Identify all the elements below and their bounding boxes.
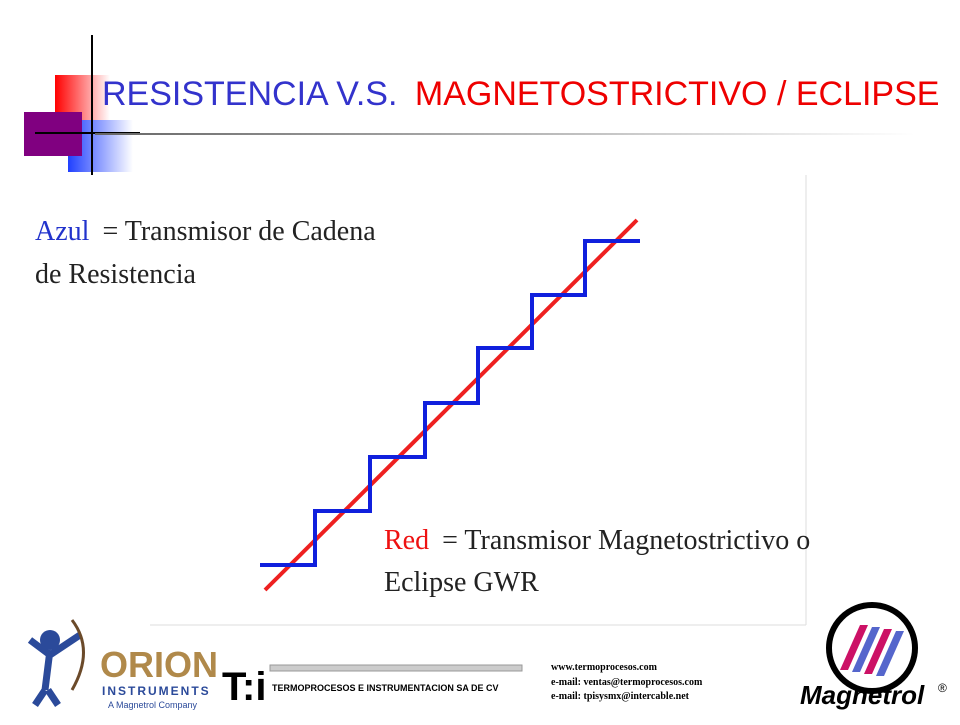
tpi-bar xyxy=(269,664,523,672)
title-part: MAGNETOSTRICTIVO / ECLIPSE xyxy=(415,75,940,113)
legend-text: de Resistencia xyxy=(35,259,197,290)
slide-title: RESISTENCIA V.S. MAGNETOSTRICTIVO / ECLI… xyxy=(102,75,939,113)
orion-tagline: A Magnetrol Company xyxy=(108,700,198,710)
title-part: RESISTENCIA V.S. xyxy=(102,75,397,113)
magnetrol-mark: ® xyxy=(938,681,947,695)
legend-key: Red xyxy=(384,525,429,556)
legend-key: Azul xyxy=(35,216,90,247)
contacts: www.termoprocesos.com e-mail: ventas@ter… xyxy=(551,662,703,702)
legend-blue: Azul = Transmisor de Cadena de Resistenc… xyxy=(35,216,383,290)
magnetrol-name: Magnetrol xyxy=(800,680,925,710)
orion-logo: ORION INSTRUMENTS A Magnetrol Company xyxy=(27,619,218,710)
corner-decoration xyxy=(24,35,915,175)
tpi-logo: T:i xyxy=(222,665,266,709)
legend-text: Eclipse GWR xyxy=(384,567,539,598)
magnetrol-logo: Magnetrol ® xyxy=(800,602,947,710)
legend-text: = Transmisor Magnetostrictivo o xyxy=(442,525,810,556)
legend-text: = Transmisor de Cadena xyxy=(102,216,376,247)
legend-red: Red = Transmisor Magnetostrictivo o Ecli… xyxy=(384,525,817,598)
contact: e-mail: tpisysmx@intercable.net xyxy=(551,691,690,702)
orion-name: ORION xyxy=(100,644,218,685)
chart-frame xyxy=(150,175,807,626)
contact: www.termoprocesos.com xyxy=(551,662,658,673)
tpi-company: TERMOPROCESOS E INSTRUMENTACION SA DE CV xyxy=(272,683,499,693)
orion-sub: INSTRUMENTS xyxy=(102,684,211,698)
blue-staircase xyxy=(260,239,640,567)
contact: e-mail: ventas@termoprocesos.com xyxy=(551,677,703,688)
